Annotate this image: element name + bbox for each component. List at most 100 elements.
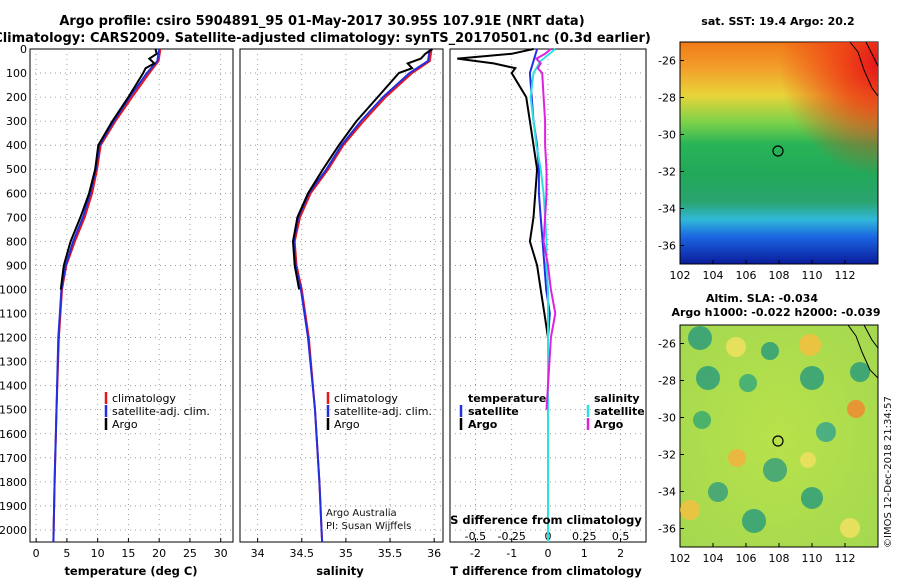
depth-tick-label: 900 [6,259,27,272]
sst-map-y-ticks: -26 -28 -30 -32 -34 -36 [658,55,684,253]
eddy-blob [680,500,700,520]
x-tick-label: 35 [339,547,353,560]
eddy-blob [696,366,720,390]
series-line-satellite-adj-clim- [52,48,161,543]
x-tick-label: 104 [703,552,724,565]
depth-tick-label: 400 [6,139,27,152]
temperature-legend: climatology satellite-adj. clim. Argo [104,392,210,431]
temperature-grid [30,49,233,542]
salinity-frame [239,48,444,543]
x-tick-label: 106 [736,552,757,565]
difference-legend-salinity: salinity satellite Argo [586,392,645,431]
s-tick-label: 0.5 [612,530,630,543]
x-tick-label: 102 [670,552,691,565]
eddy-blob [847,400,865,418]
depth-tick-label: 1600 [0,428,27,441]
temperature-x-ticks: 0 5 10 15 20 25 30 [33,538,228,560]
salinity-panel: 34 34.5 35 35.5 36 salinity climatology sate… [239,48,444,578]
eddy-blob [739,374,757,392]
temperature-panel: 0100200300400500600700800900100011001200… [0,43,234,578]
eddy-blob [763,458,787,482]
series-line-argo [291,48,433,290]
depth-tick-label: 100 [6,67,27,80]
depth-tick-label: 1400 [0,380,27,393]
y-tick-label: -32 [658,166,676,179]
legend-satellite: satellite-adj. clim. [112,405,210,418]
credit-line1: Argo Australia [326,508,397,519]
depth-tick-label: 1500 [0,404,27,417]
sst-map-x-ticks: 102 104 106 108 110 112 [670,260,856,282]
depth-tick-label: 600 [6,187,27,200]
series-line-t-argo [457,48,549,410]
salinity-lines [291,48,433,543]
y-tick-label: -36 [658,240,676,253]
y-tick-label: -26 [658,338,676,351]
sst-argo-marker [772,145,784,157]
sla-argo-marker [772,435,784,447]
x-tick-label: 34 [251,547,265,560]
eddy-blob [840,518,860,538]
temperature-frame [29,48,234,543]
legend-s-argo: Argo [594,418,624,431]
x-tick-label: 110 [802,269,823,282]
y-tick-label: -32 [658,449,676,462]
depth-tick-label: 1900 [0,500,27,513]
difference-xlabel-top: S difference from climatology [450,513,642,527]
eddy-blob [800,366,824,390]
legend-salinity-title: salinity [594,392,640,405]
salinity-xlabel: salinity [316,564,364,578]
x-tick-label: 36 [427,547,441,560]
eddy-blob [761,342,779,360]
series-line-s-argo [534,48,557,410]
y-tick-label: -30 [658,129,676,142]
credit-line2: PI: Susan Wijffels [326,521,411,532]
y-tick-label: -30 [658,412,676,425]
depth-tick-label: 1100 [0,308,27,321]
x-tick-label: 110 [802,552,823,565]
depth-tick-label: 700 [6,211,27,224]
legend-climatology: climatology [334,392,398,405]
eddy-blob [801,487,823,509]
legend-s-satellite: satellite [594,405,645,418]
eddy-blob [800,452,816,468]
x-tick-label: 1 [581,547,588,560]
x-tick-label: 15 [121,547,135,560]
eddy-blob [728,449,746,467]
legend-satellite: satellite-adj. clim. [334,405,432,418]
sst-map-coastline [849,41,879,97]
depth-tick-label: 1000 [0,283,27,296]
x-tick-label: 106 [736,269,757,282]
x-tick-label: 35.5 [378,547,403,560]
difference-xlabel: T difference from climatology [450,564,642,578]
y-tick-label: -28 [658,92,676,105]
legend-argo: Argo [112,418,138,431]
salinity-legend: climatology satellite-adj. clim. Argo [326,392,432,431]
depth-tick-label: 200 [6,91,27,104]
eddy-blob [693,411,711,429]
temperature-xlabel: temperature (deg C) [64,564,197,578]
x-tick-label: 25 [183,547,197,560]
sst-map-coastal-warm [680,42,878,264]
depth-tick-label: 500 [6,163,27,176]
depth-tick-label: 1300 [0,356,27,369]
depth-tick-label: 800 [6,235,27,248]
depth-axis-labels: 0 100 200 300 400 500 600 700 800 900 1000 1100 1200… [0,43,27,537]
y-tick-label: -28 [658,375,676,388]
temperature-lines [52,48,162,543]
s-tick-label: 0.25 [572,530,597,543]
y-tick-label: -34 [658,203,676,216]
x-tick-label: 112 [835,269,856,282]
x-tick-label: 30 [214,547,228,560]
eddy-blob [708,482,728,502]
s-tick-label: -0.25 [497,530,525,543]
depth-tick-label: 300 [6,115,27,128]
y-tick-label: -34 [658,486,676,499]
sst-map-title: sat. SST: 19.4 Argo: 20.2 [701,15,854,28]
x-tick-label: 108 [769,269,790,282]
x-tick-label: 0 [33,547,40,560]
salinity-grid [240,49,443,542]
x-tick-label: 34.5 [290,547,315,560]
x-tick-label: -1 [506,547,517,560]
x-tick-label: 20 [152,547,166,560]
s-tick-label: -0.5 [465,530,486,543]
